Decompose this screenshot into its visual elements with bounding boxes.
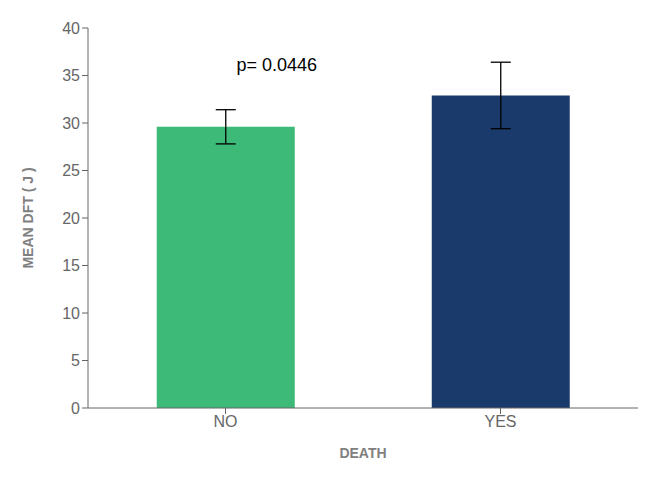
svg-text:20: 20 [62,210,80,227]
svg-text:40: 40 [62,20,80,37]
svg-text:NO: NO [214,413,238,430]
svg-text:15: 15 [62,257,80,274]
svg-text:DEATH: DEATH [339,445,386,461]
svg-text:YES: YES [484,413,516,430]
svg-text:0: 0 [71,400,80,417]
html-text:p= 0.0446: p= 0.0446 [236,54,318,75]
svg-text:MEAN DFT ( J ): MEAN DFT ( J ) [20,167,36,268]
svg-text:35: 35 [62,67,80,84]
svg-text:10: 10 [62,305,80,322]
svg-text:30: 30 [62,115,80,132]
svg-text:25: 25 [62,162,80,179]
svg-text:5: 5 [71,352,80,369]
